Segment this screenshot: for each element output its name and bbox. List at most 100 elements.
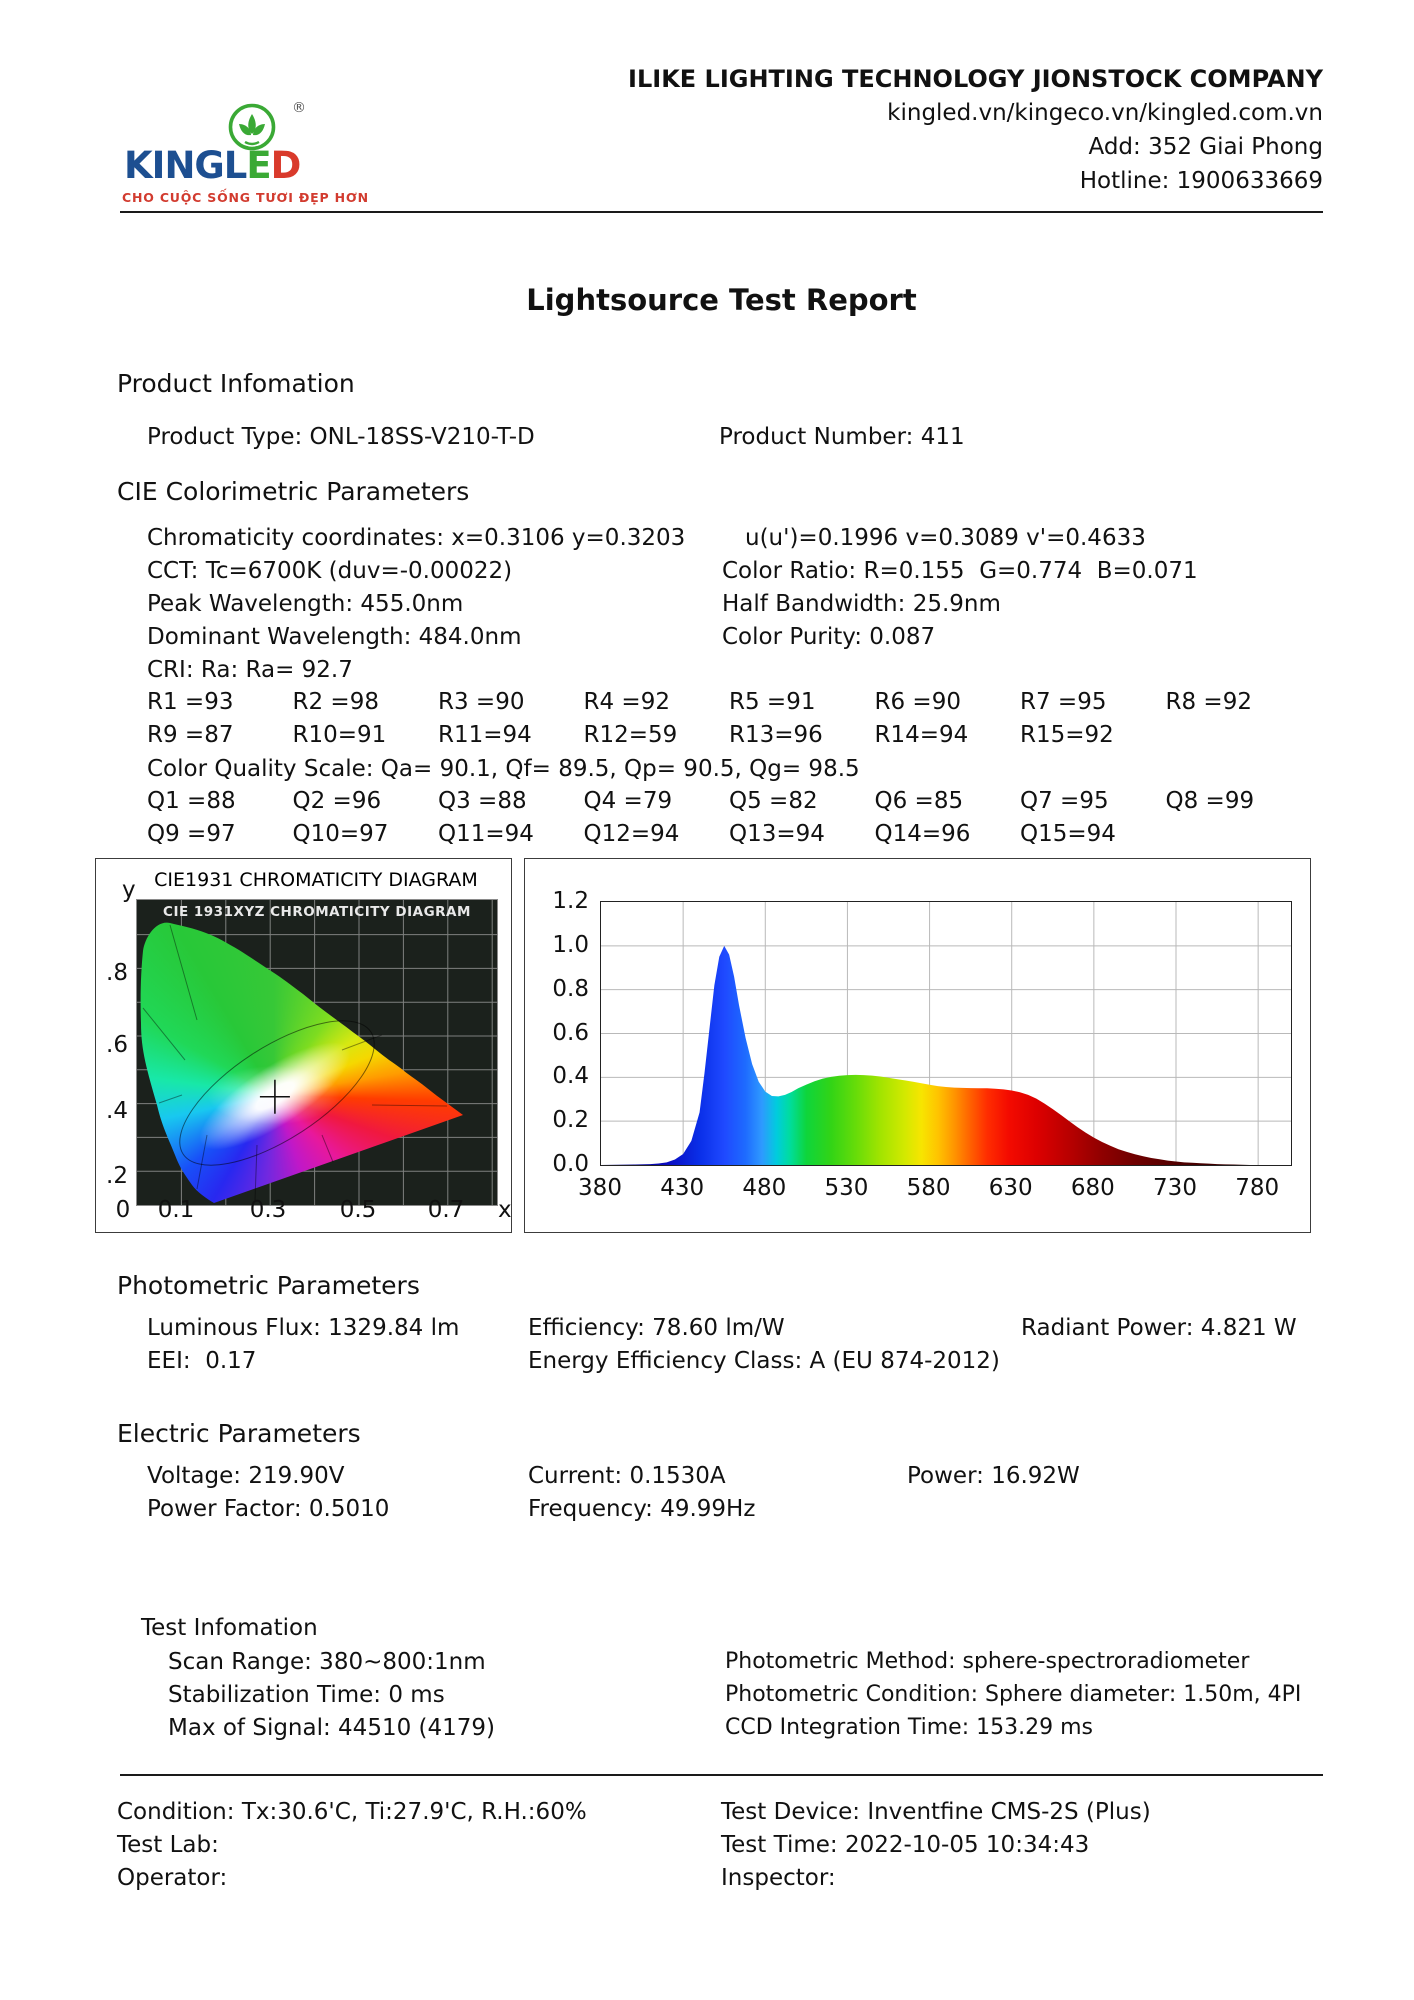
color-rendering-value: R11=94 — [438, 722, 532, 748]
color-rendering-value: Q12=94 — [583, 821, 680, 847]
cct-value: CCT: Tc=6700K (duv=-0.00022) — [147, 558, 513, 584]
half-bandwidth: Half Bandwidth: 25.9nm — [722, 591, 1001, 617]
color-rendering-value: Q2 =96 — [292, 788, 382, 814]
cie-inner-title: CIE 1931XYZ CHROMATICITY DIAGRAM — [163, 904, 471, 920]
company-hotline: Hotline: 1900633669 — [1079, 168, 1323, 194]
cie-diagram-image: CIE 1931XYZ CHROMATICITY DIAGRAM — [136, 899, 498, 1206]
photometric-condition: Photometric Condition: Sphere diameter: … — [725, 1682, 1302, 1707]
radiant-power: Radiant Power: 4.821 W — [1021, 1315, 1297, 1341]
stabilization-time: Stabilization Time: 0 ms — [168, 1682, 445, 1708]
scan-range: Scan Range: 380~800:1nm — [168, 1649, 486, 1675]
cie-x-tick: 0.7 — [427, 1197, 465, 1223]
spectrum-x-tick: 630 — [988, 1175, 1033, 1201]
spectrum-svg — [601, 902, 1291, 1165]
color-purity: Color Purity: 0.087 — [722, 624, 936, 650]
spectrum-x-tick: 530 — [824, 1175, 869, 1201]
photometric-method: Photometric Method: sphere-spectroradiom… — [725, 1649, 1250, 1674]
spectrum-x-tick: 580 — [906, 1175, 951, 1201]
color-rendering-value: R5 =91 — [729, 689, 816, 715]
company-websites: kingled.vn/kingeco.vn/kingled.com.vn — [887, 100, 1323, 126]
color-rendering-value: R6 =90 — [874, 689, 961, 715]
spectrum-curve — [601, 945, 1291, 1165]
color-rendering-value: R14=94 — [874, 722, 969, 748]
product-type: Product Type: ONL-18SS-V210-T-D — [147, 424, 535, 450]
lotus-bulb-icon — [228, 103, 276, 151]
cie-overlay: CIE 1931XYZ CHROMATICITY DIAGRAM — [142, 904, 471, 1201]
color-rendering-value: Q11=94 — [438, 821, 534, 847]
cie-chromaticity-chart: CIE1931 CHROMATICITY DIAGRAM y — [95, 858, 512, 1233]
color-rendering-value: R2 =98 — [292, 689, 379, 715]
cri-values-row1: R1 =93 R2 =98 R3 =90 R4 =92 R5 =91 R6 =90 R7 =… — [147, 689, 1311, 715]
ccd-integration-time: CCD Integration Time: 153.29 ms — [725, 1715, 1093, 1740]
spectrum-x-tick: 480 — [742, 1175, 787, 1201]
peak-wavelength: Peak Wavelength: 455.0nm — [147, 591, 464, 617]
color-rendering-value: Q13=94 — [729, 821, 825, 847]
chromaticity-coordinates: Chromaticity coordinates: x=0.3106 y=0.3… — [147, 525, 686, 551]
footer-condition: Condition: Tx:30.6'C, Ti:27.9'C, R.H.:60… — [117, 1799, 587, 1825]
spectrum-y-tick: 0.0 — [552, 1151, 589, 1177]
page-title: Lightsource Test Report — [526, 283, 917, 317]
spectrum-y-tick: 0.6 — [552, 1019, 589, 1046]
current: Current: 0.1530A — [528, 1463, 726, 1489]
company-name: ILIKE LIGHTING TECHNOLOGY JIONSTOCK COMP… — [628, 65, 1323, 93]
color-rendering-value: Q14=96 — [874, 821, 971, 847]
cqs-values-row2: Q9 =97 Q10=97 Q11=94 Q12=94 Q13=94 Q14=96 Q15=… — [147, 821, 1166, 847]
kingled-logo: ® KINGLED CHO CUỘC SỐNG TƯƠI ĐẸP HƠN — [88, 74, 368, 214]
kingled-wordmark: KINGLED — [124, 144, 301, 187]
color-rendering-value: Q7 =95 — [1020, 788, 1109, 814]
color-ratio: Color Ratio: R=0.155 G=0.774 B=0.071 — [722, 558, 1198, 584]
power: Power: 16.92W — [907, 1463, 1080, 1489]
wordmark-e: E — [246, 144, 271, 187]
eei: EEI: 0.17 — [147, 1348, 257, 1374]
color-rendering-value: Q5 =82 — [729, 788, 818, 814]
cie-y-tick: .4 — [106, 1098, 128, 1124]
color-rendering-value: R9 =87 — [147, 722, 234, 748]
max-of-signal: Max of Signal: 44510 (4179) — [168, 1715, 496, 1741]
spectrum-plot-area — [600, 901, 1292, 1166]
spectral-distribution-chart: 1.2 1.0 0.8 0.6 0.4 0.2 0.0 380 430 480 530 580 630… — [524, 858, 1311, 1233]
color-rendering-value: Q8 =99 — [1165, 788, 1255, 814]
cie-y-axis-label: y — [122, 877, 136, 903]
spectrum-y-tick: 1.2 — [552, 888, 589, 914]
color-rendering-value: Q15=94 — [1020, 821, 1116, 847]
energy-efficiency-class: Energy Efficiency Class: A (EU 874-2012) — [528, 1348, 1000, 1374]
spectrum-x-tick: 680 — [1070, 1175, 1115, 1201]
company-address: Add: 352 Giai Phong — [1088, 134, 1323, 160]
color-rendering-value: R4 =92 — [583, 689, 670, 715]
product-number: Product Number: 411 — [719, 424, 965, 450]
color-rendering-value: Q6 =85 — [874, 788, 964, 814]
footer-operator: Operator: — [117, 1865, 228, 1891]
color-quality-scale: Color Quality Scale: Qa= 90.1, Qf= 89.5,… — [147, 756, 860, 782]
color-rendering-value: R15=92 — [1020, 722, 1114, 748]
cie-chart-title: CIE1931 CHROMATICITY DIAGRAM — [154, 869, 478, 891]
cie-section-heading: CIE Colorimetric Parameters — [117, 477, 470, 506]
chromaticity-marker-cross — [259, 1079, 290, 1114]
header-divider — [120, 211, 1323, 213]
cqs-values-row1: Q1 =88 Q2 =96 Q3 =88 Q4 =79 Q5 =82 Q6 =85 Q7 =… — [147, 788, 1311, 814]
footer-test-time: Test Time: 2022-10-05 10:34:43 — [721, 1832, 1090, 1858]
spectrum-y-tick: 0.4 — [552, 1063, 589, 1090]
color-rendering-value: Q4 =79 — [583, 788, 673, 814]
spectrum-x-tick: 430 — [660, 1175, 705, 1201]
color-rendering-value: R8 =92 — [1165, 689, 1252, 715]
cie-x-ticks: x 0 0.1 0.3 0.5 0.7 — [96, 1197, 513, 1229]
cie-x-tick: 0.5 — [339, 1197, 377, 1223]
footer-test-device: Test Device: Inventfine CMS-2S (Plus) — [721, 1799, 1151, 1825]
cie-y-tick: .6 — [106, 1032, 128, 1058]
spectrum-y-tick: 0.8 — [552, 975, 589, 1002]
logo-tagline: CHO CUỘC SỐNG TƯƠI ĐẸP HƠN — [122, 190, 369, 205]
color-rendering-value: Q10=97 — [292, 821, 389, 847]
cie-x-axis-label: x — [498, 1197, 512, 1223]
cie-x-tick: 0 — [115, 1197, 131, 1223]
power-factor: Power Factor: 0.5010 — [147, 1496, 390, 1522]
cie-x-tick: 0.1 — [157, 1197, 195, 1223]
spectrum-x-tick: 730 — [1153, 1175, 1197, 1201]
test-info-heading: Test Infomation — [141, 1615, 318, 1641]
cie-y-tick: .8 — [106, 960, 128, 986]
cri-ra: CRI: Ra: Ra= 92.7 — [147, 657, 353, 683]
cri-values-row2: R9 =87 R10=91 R11=94 R12=59 R13=96 R14=94 R15=… — [147, 722, 1166, 748]
color-rendering-value: Q9 =97 — [147, 821, 236, 847]
voltage: Voltage: 219.90V — [147, 1463, 345, 1489]
registered-trademark: ® — [292, 100, 306, 116]
